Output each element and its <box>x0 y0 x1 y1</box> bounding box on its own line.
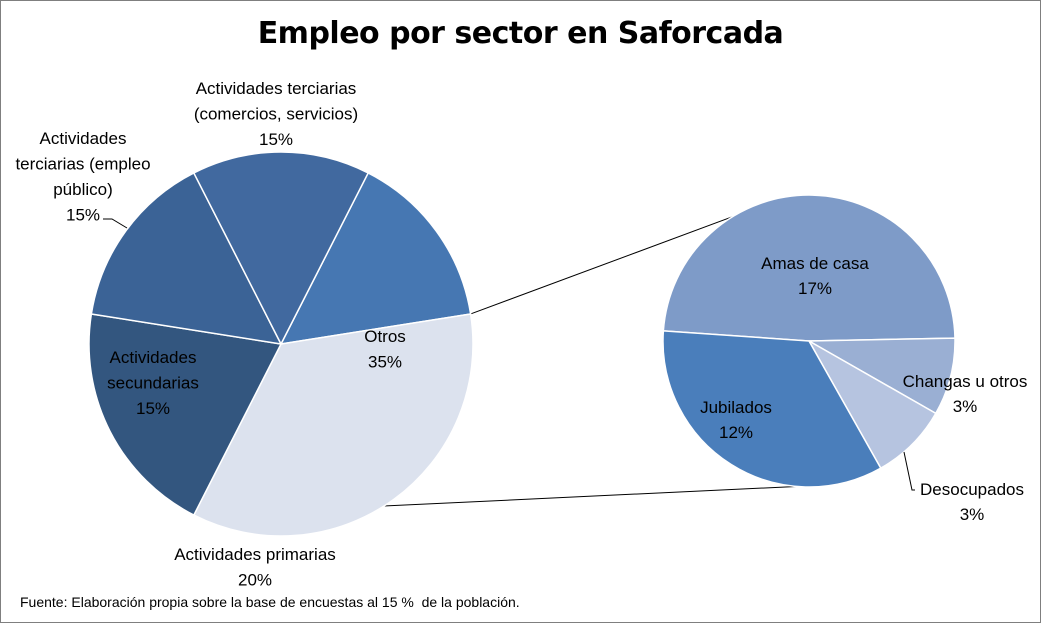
primary-slice-actividades-secundarias <box>90 172 282 345</box>
chart-title: Empleo por sector en Saforcada <box>257 16 784 51</box>
secondary-slice-jubilados <box>662 330 882 488</box>
primary-label-actividades-secundarias: Actividades secundarias 15% <box>107 348 199 418</box>
leader-line-desocupados <box>903 451 915 491</box>
leader-lines <box>103 218 915 491</box>
secondary-slice-amas-de-casa <box>662 194 956 342</box>
primary-slice-otros <box>193 313 474 537</box>
primary-slice-actividades-terciarias-comercios-servicios <box>280 172 472 345</box>
primary-label-otros: Otros 35% <box>364 327 406 372</box>
primary-pie <box>88 151 474 537</box>
primary-label-actividades-terciarias-comercios-servicios: Actividades terciarias (comercios, servic… <box>194 79 358 149</box>
secondary-label-changas-u-otros: Changas u otros 3% <box>903 372 1028 416</box>
primary-label-actividades-terciarias-empleo-publico: Actividades terciarias (empleo público) 15% <box>15 129 150 225</box>
primary-slice-actividades-primarias <box>88 313 282 516</box>
secondary-label-desocupados: Desocupados 3% <box>920 480 1024 524</box>
leader-line-empleo-publico <box>103 218 128 229</box>
source-note: Fuente: Elaboración propia sobre la base… <box>20 594 520 610</box>
primary-slice-actividades-terciarias-empleo-publico <box>193 151 369 345</box>
data-labels: Actividades terciarias (comercios, servic… <box>15 79 1027 590</box>
secondary-label-amas-de-casa: Amas de casa 17% <box>761 254 869 298</box>
secondary-label-jubilados: Jubilados 12% <box>700 398 772 442</box>
secondary-pie <box>662 194 956 488</box>
primary-label-actividades-primarias: Actividades primarias 20% <box>174 545 336 590</box>
